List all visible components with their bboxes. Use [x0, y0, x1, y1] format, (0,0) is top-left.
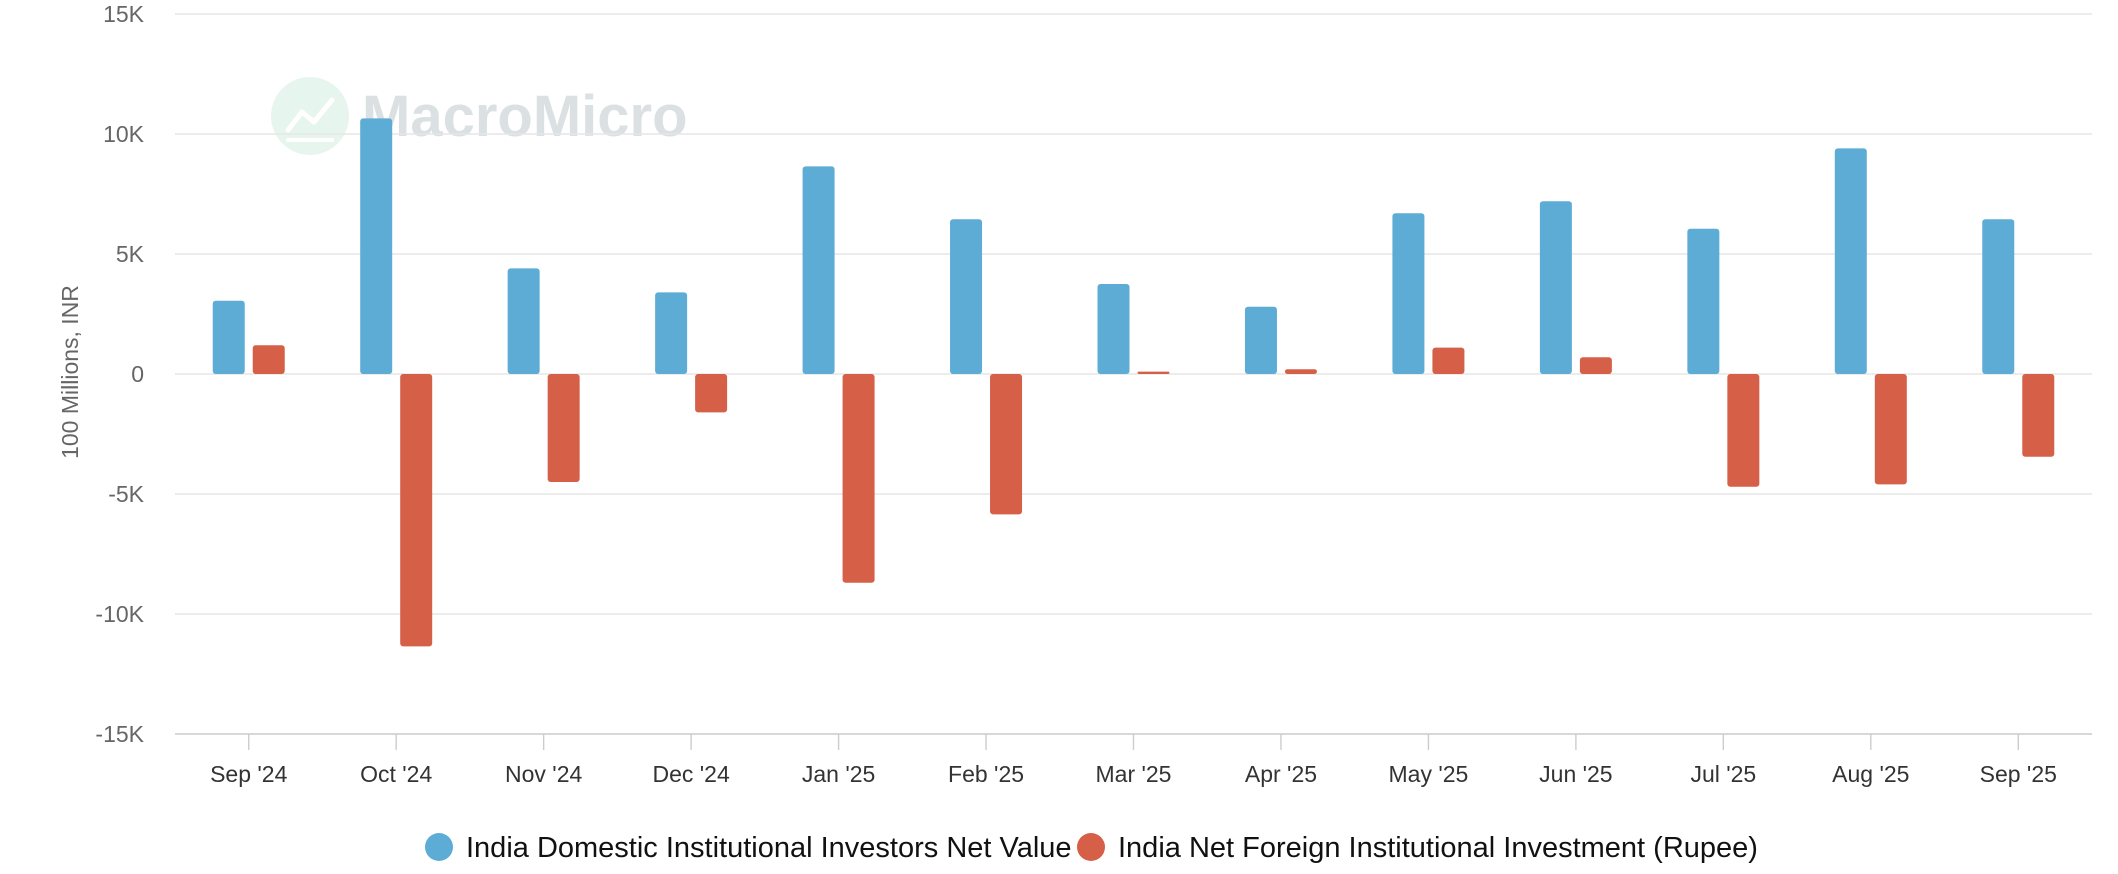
y-tick-label: 5K — [116, 241, 145, 267]
grid — [175, 13, 2092, 615]
y-tick-label: 10K — [103, 121, 145, 147]
x-tick-label: Dec '24 — [652, 761, 729, 787]
y-tick-label: 15K — [103, 1, 145, 27]
bar-domestic-10[interactable] — [1539, 201, 1572, 374]
bar-foreign-13[interactable] — [2022, 374, 2055, 457]
bar-foreign-6[interactable] — [990, 374, 1023, 515]
x-tick-label: May '25 — [1389, 761, 1469, 787]
bar-domestic-11[interactable] — [1687, 228, 1720, 374]
bar-foreign-9[interactable] — [1432, 347, 1465, 374]
y-tick-label: -15K — [95, 721, 144, 747]
watermark: MacroMicro — [271, 77, 688, 155]
x-tick-label: Feb '25 — [948, 761, 1024, 787]
x-tick-label: Jun '25 — [1539, 761, 1612, 787]
bar-foreign-1[interactable] — [252, 345, 285, 374]
bar-foreign-3[interactable] — [547, 374, 580, 482]
bar-foreign-5[interactable] — [842, 374, 875, 583]
bar-foreign-2[interactable] — [400, 374, 433, 647]
bar-foreign-7[interactable] — [1137, 371, 1170, 374]
legend-label-domestic: India Domestic Institutional Investors N… — [466, 832, 1072, 864]
y-tick-label: 0 — [131, 361, 144, 387]
bar-domestic-9[interactable] — [1392, 213, 1425, 374]
bar-foreign-10[interactable] — [1579, 357, 1612, 374]
legend-item-domestic[interactable]: India Domestic Institutional Investors N… — [425, 832, 1072, 864]
y-tick-label: -5K — [108, 481, 144, 507]
x-tick-label: Sep '25 — [1980, 761, 2057, 787]
bar-foreign-8[interactable] — [1284, 369, 1317, 374]
x-tick-label: Jan '25 — [802, 761, 875, 787]
bar-domestic-5[interactable] — [802, 166, 835, 374]
bar-domestic-2[interactable] — [360, 118, 393, 375]
bar-domestic-1[interactable] — [212, 300, 245, 374]
axes: 15K 10K 5K 0 -5K -10K -15K Sep '24 Oct '24 Nov '2… — [95, 1, 2092, 787]
x-tick-label: Nov '24 — [505, 761, 582, 787]
bar-domestic-12[interactable] — [1834, 148, 1867, 374]
legend-swatch-domestic — [425, 833, 453, 861]
bar-domestic-3[interactable] — [507, 268, 540, 374]
y-axis-label: 100 Millions, INR — [57, 285, 83, 459]
bar-foreign-4[interactable] — [695, 374, 728, 413]
x-tick-label: Sep '24 — [210, 761, 287, 787]
legend-label-foreign: India Net Foreign Institutional Investme… — [1118, 832, 1758, 864]
x-tick-label: Apr '25 — [1245, 761, 1317, 787]
bar-domestic-7[interactable] — [1097, 284, 1130, 374]
bar-domestic-4[interactable] — [655, 292, 688, 374]
bar-domestic-8[interactable] — [1244, 306, 1277, 374]
macromicro-logo-icon — [271, 77, 349, 155]
bar-foreign-12[interactable] — [1874, 374, 1907, 485]
bar-domestic-6[interactable] — [950, 219, 983, 374]
x-tick-label: Aug '25 — [1832, 761, 1909, 787]
bar-domestic-13[interactable] — [1982, 219, 2015, 374]
legend: India Domestic Institutional Investors N… — [425, 832, 1758, 864]
y-tick-label: -10K — [95, 601, 144, 627]
x-tick-label: Jul '25 — [1690, 761, 1756, 787]
x-tick-label: Oct '24 — [360, 761, 432, 787]
legend-item-foreign[interactable]: India Net Foreign Institutional Investme… — [1077, 832, 1758, 864]
legend-swatch-foreign — [1077, 833, 1105, 861]
x-tick-label: Mar '25 — [1096, 761, 1172, 787]
bars — [212, 118, 2055, 647]
bar-foreign-11[interactable] — [1727, 374, 1760, 487]
watermark-text: MacroMicro — [362, 84, 688, 149]
